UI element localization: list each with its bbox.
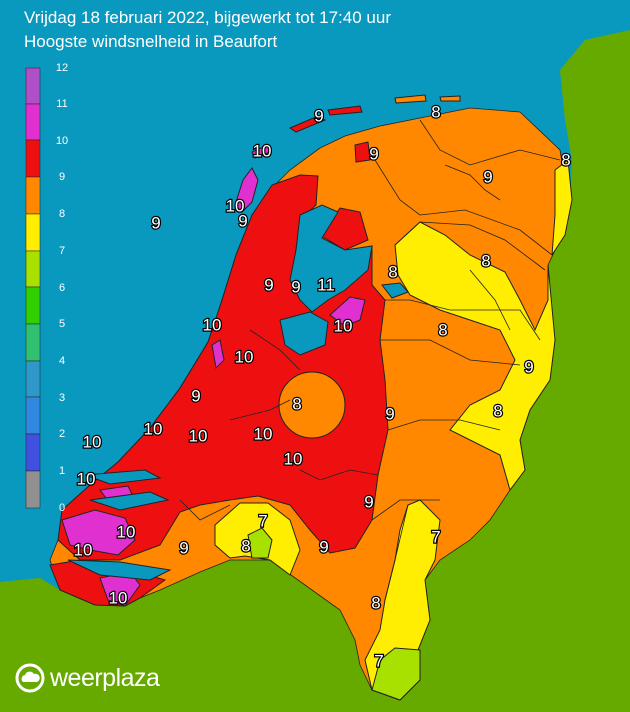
legend-tick-10: 10 bbox=[56, 135, 68, 147]
zone-bft-7-northeast bbox=[551, 159, 573, 256]
station-value: 8 bbox=[431, 102, 440, 121]
station-value: 8 bbox=[493, 401, 502, 420]
station-value: 8 bbox=[561, 150, 570, 169]
legend-swatch-9 bbox=[25, 176, 41, 215]
province-borders bbox=[179, 119, 561, 601]
legend-tick-9: 9 bbox=[59, 171, 65, 183]
legend-swatch-5 bbox=[25, 323, 41, 362]
legend-swatch-4 bbox=[25, 360, 41, 398]
station-value: 9 bbox=[385, 404, 394, 423]
brand-name: weerplaza bbox=[50, 664, 160, 692]
station-value: 8 bbox=[292, 394, 301, 413]
station-values: 9 8 10 9 8 9 10 9 9 8 8 9 9 11 10 10 8 1… bbox=[72, 101, 572, 671]
zone-bft-10-vlieland bbox=[251, 144, 271, 159]
station-value: 10 bbox=[226, 196, 245, 215]
zone-bft-10-texel bbox=[234, 167, 259, 213]
legend-tick-11: 11 bbox=[56, 98, 67, 110]
zone-bft-8-utrecht bbox=[278, 371, 346, 439]
cloud-logo-icon bbox=[15, 663, 45, 693]
station-value: 10 bbox=[254, 424, 273, 443]
legend-tick-0: 0 bbox=[59, 502, 65, 514]
zone-bft-10-zeeland bbox=[61, 509, 136, 556]
legend-tick-5: 5 bbox=[59, 318, 65, 330]
station-value: 10 bbox=[203, 315, 222, 334]
island-terschelling bbox=[288, 115, 327, 133]
land-abroad bbox=[0, 30, 630, 712]
legend-swatch-8 bbox=[25, 213, 41, 252]
island-schiermonnikoog bbox=[394, 94, 427, 104]
station-value: 10 bbox=[77, 469, 96, 488]
legend-swatch-7 bbox=[25, 250, 41, 288]
map-title-date: Vrijdag 18 februari 2022, bijgewerkt tot… bbox=[24, 8, 391, 27]
station-value: 10 bbox=[74, 540, 93, 559]
lauwersmeer-water bbox=[354, 141, 371, 163]
station-value: 8 bbox=[481, 251, 490, 270]
legend-swatch-12 bbox=[25, 67, 41, 105]
station-value: 10 bbox=[109, 588, 128, 607]
zeeland-delta-water-3 bbox=[84, 469, 162, 485]
station-value: 9 bbox=[179, 538, 188, 557]
station-value: 9 bbox=[364, 492, 373, 511]
beaufort-legend: 12 11 10 9 8 7 6 5 4 3 2 1 0 bbox=[25, 62, 68, 514]
station-value: 9 bbox=[314, 106, 323, 125]
legend-tick-3: 3 bbox=[59, 392, 65, 404]
island-rottumeroog bbox=[439, 95, 461, 102]
station-value: 10 bbox=[253, 141, 272, 160]
legend-tick-2: 2 bbox=[59, 428, 65, 440]
map-title-subject: Hoogste windsnelheid in Beaufort bbox=[24, 32, 278, 51]
brand-logo: weerplaza bbox=[16, 664, 160, 693]
station-value: 9 bbox=[524, 357, 533, 376]
markermeer-water bbox=[279, 311, 329, 356]
legend-swatch-11 bbox=[25, 103, 41, 141]
zone-bft-10-flevoland bbox=[329, 296, 366, 327]
station-value: 8 bbox=[388, 262, 397, 281]
legend-swatch-10 bbox=[25, 139, 41, 178]
zone-bft-6-limburg bbox=[371, 647, 421, 701]
station-value: 9 bbox=[483, 167, 492, 186]
station-value: 9 bbox=[264, 275, 273, 294]
station-value: 10 bbox=[334, 316, 353, 335]
station-value: 10 bbox=[83, 432, 102, 451]
station-value: 10 bbox=[117, 522, 136, 541]
ijsselmeer-water bbox=[289, 204, 373, 313]
station-value: 10 bbox=[284, 449, 303, 468]
station-value: 8 bbox=[438, 320, 447, 339]
legend-tick-4: 4 bbox=[59, 355, 65, 367]
legend-swatch-1 bbox=[25, 470, 41, 509]
legend-tick-1: 1 bbox=[59, 465, 65, 477]
station-value: 9 bbox=[369, 144, 378, 163]
station-value: 11 bbox=[317, 275, 335, 294]
station-value: 10 bbox=[144, 419, 163, 438]
legend-tick-7: 7 bbox=[59, 245, 65, 257]
station-value: 10 bbox=[189, 426, 208, 445]
legend-swatch-3 bbox=[25, 396, 41, 435]
legend-swatch-6 bbox=[25, 286, 41, 325]
station-value: 8 bbox=[241, 536, 250, 555]
station-value: 8 bbox=[371, 593, 380, 612]
zeeland-delta-water-1 bbox=[89, 491, 170, 511]
zone-bft-10-ijmuiden bbox=[211, 339, 225, 370]
legend-tick-12: 12 bbox=[56, 62, 68, 74]
station-value: 9 bbox=[291, 277, 300, 296]
station-value: 7 bbox=[258, 511, 267, 530]
island-ameland bbox=[327, 105, 363, 116]
station-value: 7 bbox=[431, 527, 440, 546]
wadden-sea-channel bbox=[381, 282, 409, 299]
station-value: 9 bbox=[319, 537, 328, 556]
legend-swatch-2 bbox=[25, 433, 41, 472]
zeeland-delta-water-2 bbox=[67, 559, 172, 581]
station-value: 9 bbox=[151, 213, 160, 232]
station-value: 9 bbox=[238, 211, 247, 230]
station-value: 7 bbox=[374, 651, 383, 670]
station-value: 9 bbox=[191, 386, 200, 405]
brand-logo-spacer bbox=[16, 665, 44, 693]
legend-tick-8: 8 bbox=[59, 208, 65, 220]
station-value: 10 bbox=[235, 347, 254, 366]
legend-tick-6: 6 bbox=[59, 282, 65, 294]
zone-bft-6-brabant bbox=[247, 527, 273, 559]
zone-bft-7-east bbox=[394, 221, 556, 492]
